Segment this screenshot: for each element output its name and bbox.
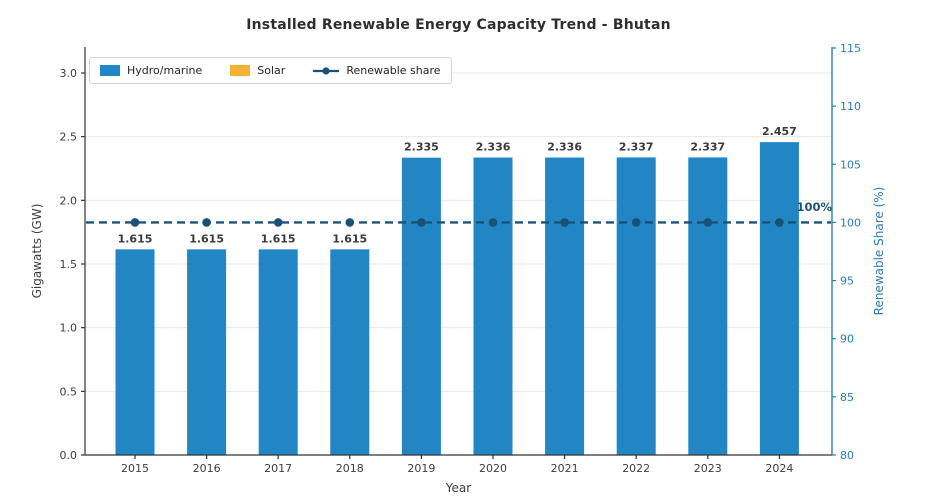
x-tick-label: 2021 — [551, 462, 579, 475]
right-tick-label: 105 — [840, 158, 861, 171]
reference-line-annotation: 100% — [796, 200, 832, 214]
right-tick-label: 110 — [840, 100, 861, 113]
chart-title: Installed Renewable Energy Capacity Tren… — [246, 17, 671, 33]
bar-value-label-2017: 1.615 — [261, 232, 296, 245]
left-tick-label: 3.0 — [60, 67, 78, 80]
bar-hydro-marine-2015 — [115, 249, 155, 455]
renewable-share-marker-2021 — [560, 218, 569, 227]
x-tick-label: 2020 — [479, 462, 507, 475]
x-tick-label: 2018 — [336, 462, 364, 475]
x-tick-label: 2024 — [765, 462, 793, 475]
renewable-share-marker-2015 — [130, 218, 140, 227]
x-axis-label: Year — [445, 481, 472, 495]
y-axis-label-left: Gigawatts (GW) — [30, 203, 44, 299]
bar-hydro-marine-2018 — [330, 249, 370, 455]
renewable-share-line-marker-icon — [313, 66, 340, 75]
bar-hydro-marine-2017 — [258, 249, 298, 455]
x-tick-label: 2022 — [622, 462, 650, 475]
bar-value-label-2016: 1.615 — [189, 232, 224, 245]
legend-item-solar: Solar — [230, 64, 285, 77]
y-axis-label-right: Renewable Share (%) — [872, 186, 886, 316]
bar-value-label-2021: 2.336 — [547, 141, 582, 154]
left-tick-label: 1.0 — [60, 322, 78, 335]
hydro-marine-swatch — [100, 65, 120, 76]
right-tick-label: 90 — [840, 333, 854, 346]
x-tick-label: 2023 — [694, 462, 722, 475]
left-tick-label: 0.0 — [60, 449, 78, 462]
bar-hydro-marine-2016 — [187, 249, 227, 455]
x-tick-label: 2015 — [121, 462, 149, 475]
right-tick-label: 80 — [840, 449, 854, 462]
renewable-share-marker-2019 — [417, 218, 426, 227]
renewable-share-marker-2018 — [345, 218, 355, 227]
renewable-share-marker-2022 — [631, 218, 641, 227]
legend: Hydro/marine Solar Renewable share — [89, 57, 452, 84]
bar-hydro-marine-2020 — [473, 157, 513, 456]
legend-label: Solar — [257, 64, 286, 77]
left-tick-label: 2.5 — [60, 131, 78, 144]
right-tick-label: 115 — [840, 42, 861, 55]
bar-hydro-marine-2019 — [401, 157, 441, 455]
x-tick-label: 2017 — [264, 462, 292, 475]
bar-hydro-marine-2022 — [616, 157, 656, 455]
bar-value-label-2018: 1.615 — [332, 232, 367, 245]
bar-value-label-2023: 2.337 — [690, 140, 725, 153]
solar-swatch — [230, 65, 251, 76]
bar-value-label-2019: 2.335 — [404, 141, 439, 154]
legend-label: Renewable share — [346, 64, 441, 77]
legend-label: Hydro/marine — [127, 64, 203, 77]
bar-hydro-marine-2024 — [759, 142, 799, 455]
right-tick-label: 85 — [840, 391, 854, 404]
renewable-share-marker-2023 — [703, 218, 713, 227]
right-tick-label: 100 — [840, 216, 861, 229]
renewable-share-marker-2020 — [488, 218, 498, 227]
bar-value-label-2024: 2.457 — [762, 125, 797, 138]
renewable-share-marker-2024 — [775, 218, 784, 227]
bar-hydro-marine-2023 — [688, 157, 728, 455]
bar-value-label-2022: 2.337 — [619, 140, 654, 153]
bar-value-label-2015: 1.615 — [118, 232, 153, 245]
bar-value-label-2020: 2.336 — [476, 141, 511, 154]
left-tick-label: 1.5 — [60, 258, 78, 271]
x-tick-label: 2016 — [193, 462, 221, 475]
legend-item-renewable-share: Renewable share — [313, 64, 441, 77]
bar-hydro-marine-2021 — [545, 157, 585, 456]
renewable-share-marker-2017 — [273, 218, 283, 227]
legend-item-hydro-marine: Hydro/marine — [100, 64, 202, 77]
x-tick-label: 2019 — [407, 462, 435, 475]
left-tick-label: 0.5 — [60, 385, 78, 398]
right-tick-label: 95 — [840, 275, 854, 288]
renewable-share-marker-2016 — [202, 218, 211, 227]
left-tick-label: 2.0 — [60, 194, 78, 207]
